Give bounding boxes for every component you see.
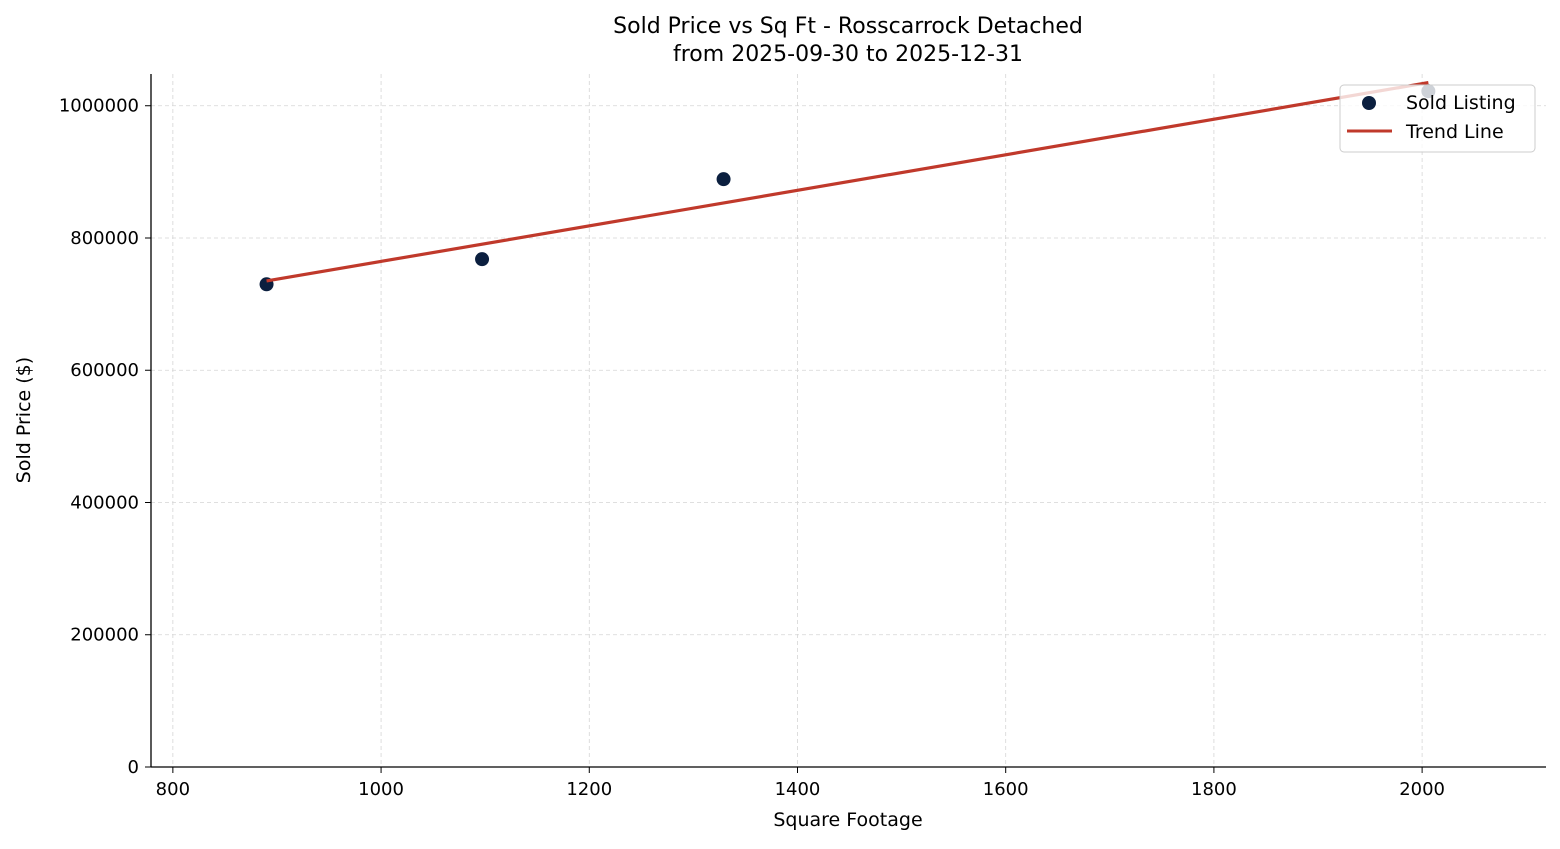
legend-marker-sold-listing xyxy=(1362,96,1376,110)
x-tick-label: 800 xyxy=(156,779,190,800)
y-tick-label: 600000 xyxy=(70,360,139,381)
x-tick-label: 1400 xyxy=(775,779,821,800)
trend-line xyxy=(266,81,1429,283)
y-tick-label: 200000 xyxy=(70,625,139,646)
y-axis-label: Sold Price ($) xyxy=(13,357,35,483)
ticks: 800 1000 1200 1400 1600 1800 2000 0 200000 400000… xyxy=(59,96,1445,800)
x-tick-label: 1800 xyxy=(1191,779,1237,800)
legend-box xyxy=(1339,84,1536,153)
x-tick-label: 1600 xyxy=(983,779,1029,800)
y-tick-label: 0 xyxy=(128,757,139,778)
chart-title: Sold Price vs Sq Ft - Rosscarrock Detach… xyxy=(613,14,1083,39)
x-axis-label: Square Footage xyxy=(773,809,922,831)
y-tick-label: 400000 xyxy=(70,492,139,513)
grid xyxy=(151,74,1546,768)
data-point xyxy=(475,252,490,267)
y-tick-label: 800000 xyxy=(70,228,139,249)
legend-label-sold-listing: Sold Listing xyxy=(1406,92,1516,114)
data-point xyxy=(716,172,731,187)
marks xyxy=(259,81,1436,292)
x-tick-label: 2000 xyxy=(1399,779,1445,800)
legend-label-trend-line: Trend Line xyxy=(1405,121,1504,143)
legend: Sold Listing Trend Line xyxy=(1339,84,1536,153)
chart-subtitle: from 2025-09-30 to 2025-12-31 xyxy=(673,42,1023,67)
x-tick-label: 1200 xyxy=(566,779,612,800)
x-tick-label: 1000 xyxy=(358,779,404,800)
y-tick-label: 1000000 xyxy=(59,96,139,117)
